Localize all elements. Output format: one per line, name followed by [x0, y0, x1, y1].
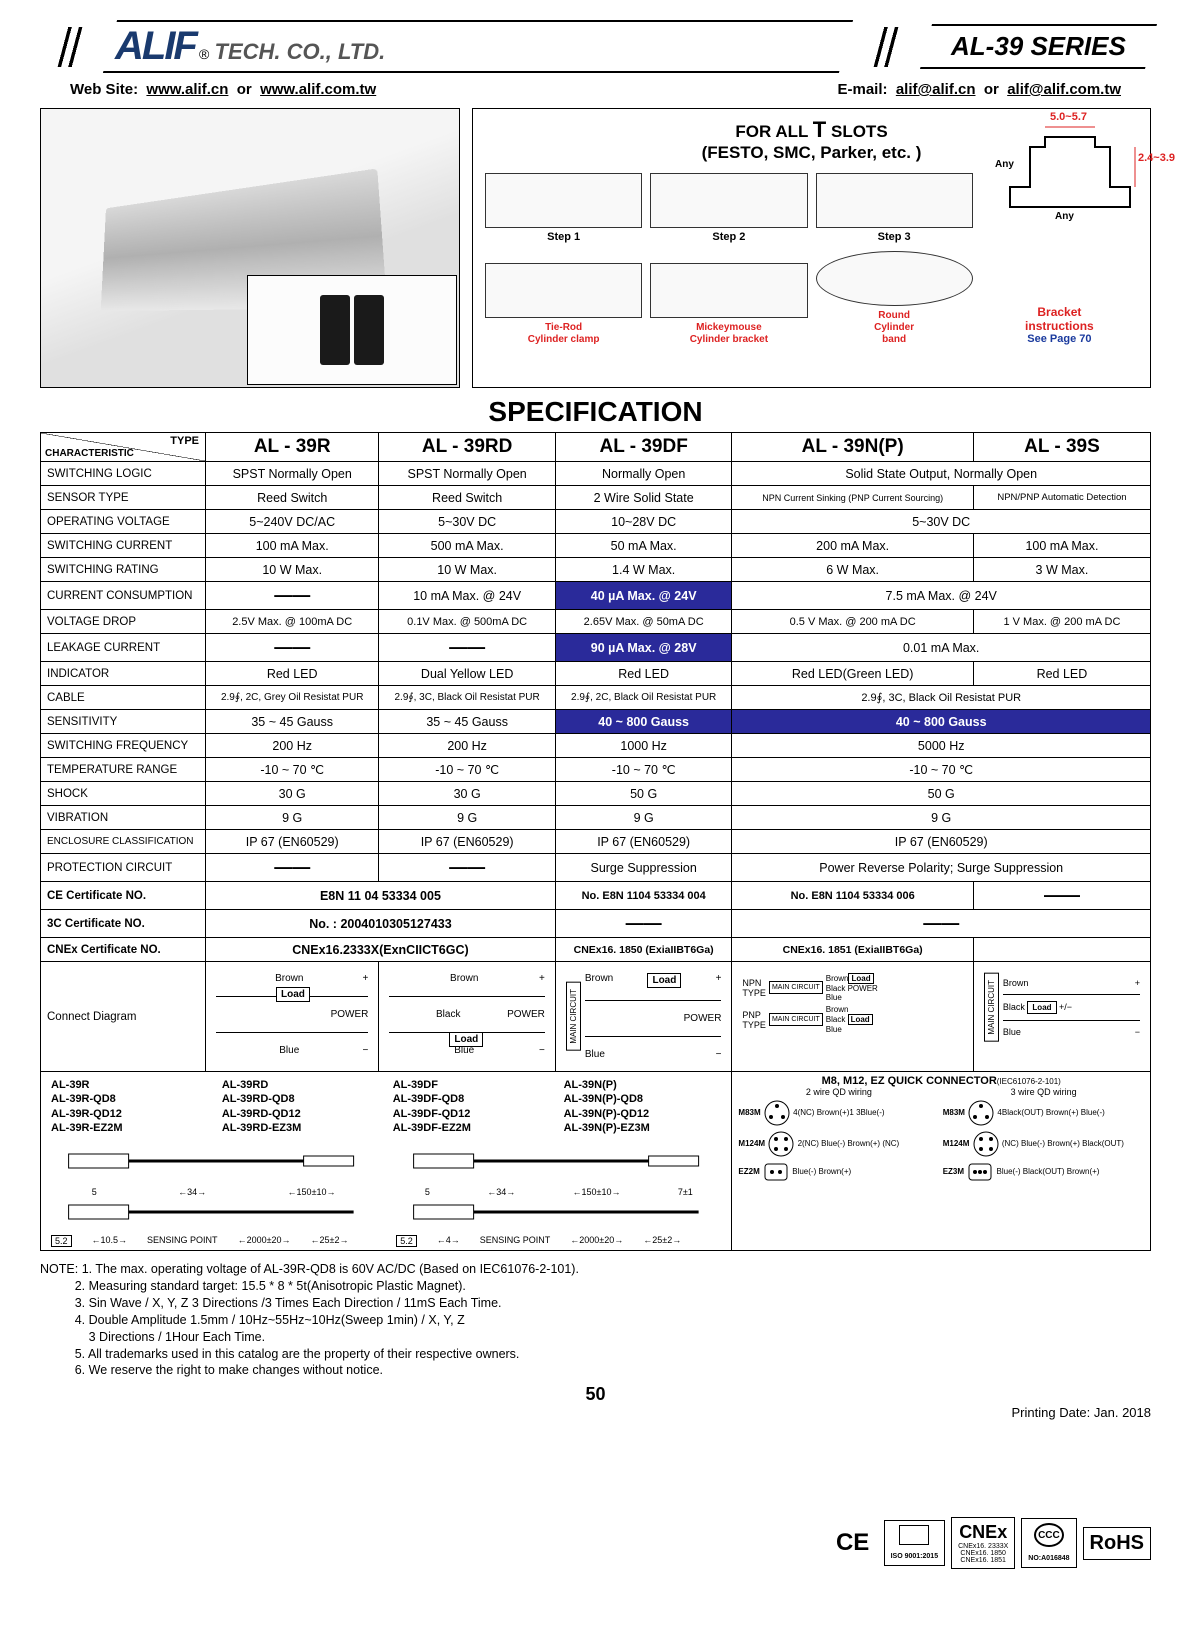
- col-header: AL - 39S: [973, 433, 1150, 462]
- page-footer: 50 CE ISO 9001:2015 CNEx CNEx16. 2333X C…: [40, 1384, 1151, 1405]
- email-link-2[interactable]: alif@alif.com.tw: [1007, 81, 1121, 98]
- circuit-39np: NPN TYPE MAIN CIRCUIT BrownLoad Black PO…: [732, 962, 973, 1072]
- t-slot-profile: 5.0~5.7 2.4~3.9 Any Any: [1000, 117, 1140, 220]
- email-label: E-mail:: [837, 81, 887, 98]
- bracket-instructions: Bracket instructions See Page 70: [981, 305, 1138, 345]
- product-photo-panel: [40, 108, 460, 388]
- dimensional-drawings: 5←34→←150±10→ 5.2 ←10.5→ SENSING POINT ←…: [47, 1144, 725, 1247]
- website-label: Web Site:: [70, 81, 138, 98]
- sensor-icon: [354, 295, 384, 365]
- round-band-cell: Round Cylinder band: [816, 251, 973, 345]
- notes-section: NOTE: 1. The max. operating voltage of A…: [40, 1261, 1151, 1379]
- connector-pinouts: M83M 4(NC) Brown(+)1 3Blue(-) M83M 4Blac…: [738, 1099, 1144, 1183]
- spec-title: SPECIFICATION: [40, 396, 1151, 428]
- ce-badge: CE: [828, 1525, 878, 1561]
- slot-diagram-panel: FOR ALL T SLOTS (FESTO, SMC, Parker, etc…: [472, 108, 1151, 388]
- series-title: AL-39 SERIES: [920, 24, 1157, 69]
- page-header: ALIF ® TECH. CO., LTD. AL-39 SERIES: [40, 20, 1151, 73]
- table-corner-cell: TYPE CHARACTERISTIC: [41, 433, 206, 462]
- print-date: Printing Date: Jan. 2018: [40, 1405, 1151, 1420]
- circuit-39s: MAIN CIRCUIT Brown + Black Load +/− Blue…: [973, 962, 1150, 1072]
- circuit-39r: Brown+ Load POWER Blue−: [206, 962, 379, 1072]
- step-1-cell: Step 1: [485, 173, 642, 243]
- logo-text: ALIF: [115, 24, 196, 69]
- step-2-cell: Step 2: [650, 173, 807, 243]
- rohs-badge: RoHS: [1083, 1527, 1151, 1560]
- sensor-inset-photo: [247, 275, 457, 385]
- col-header: AL - 39DF: [555, 433, 732, 462]
- quick-connector-cell: M8, M12, EZ QUICK CONNECTOR(IEC61076-2-1…: [732, 1072, 1151, 1251]
- col-header: AL - 39R: [206, 433, 379, 462]
- step-3-cell: Step 3: [816, 173, 973, 243]
- ccc-badge: CCC NO:A016848: [1021, 1518, 1076, 1568]
- registered-mark: ®: [199, 46, 209, 62]
- circuit-39df: MAIN CIRCUIT BrownLoad+ POWER Blue−: [555, 962, 732, 1072]
- contact-row: Web Site: www.alif.cn or www.alif.com.tw…: [40, 78, 1151, 108]
- mickeymouse-cell: Mickeymouse Cylinder bracket: [650, 263, 807, 345]
- tierod-cell: Tie-Rod Cylinder clamp: [485, 263, 642, 345]
- website-link-2[interactable]: www.alif.com.tw: [260, 81, 376, 98]
- circuit-39rd: Brown+ BlackPOWER Load Blue−: [379, 962, 556, 1072]
- col-header: AL - 39RD: [379, 433, 556, 462]
- cert-badges: CE ISO 9001:2015 CNEx CNEx16. 2333X CNEx…: [828, 1517, 1151, 1569]
- website-link-1[interactable]: www.alif.cn: [146, 81, 228, 98]
- slash-decoration: [40, 27, 100, 67]
- logo-region: ALIF ® TECH. CO., LTD.: [103, 20, 853, 73]
- page-number: 50: [40, 1384, 1151, 1405]
- email-link-1[interactable]: alif@alif.cn: [896, 81, 976, 98]
- specification-table: TYPE CHARACTERISTIC AL - 39R AL - 39RD A…: [40, 432, 1151, 1251]
- sensor-icon: [320, 295, 350, 365]
- slash-decoration: [856, 27, 916, 67]
- company-name: TECH. CO., LTD.: [215, 39, 386, 65]
- col-header: AL - 39N(P): [732, 433, 973, 462]
- iso-badge: ISO 9001:2015: [884, 1520, 945, 1566]
- cnex-badge: CNEx CNEx16. 2333X CNEx16. 1850 CNEx16. …: [951, 1517, 1015, 1569]
- drawing-cell: AL-39R AL-39R-QD8AL-39R-QD12AL-39R-EZ2M …: [41, 1072, 732, 1251]
- top-panels: FOR ALL T SLOTS (FESTO, SMC, Parker, etc…: [40, 108, 1151, 388]
